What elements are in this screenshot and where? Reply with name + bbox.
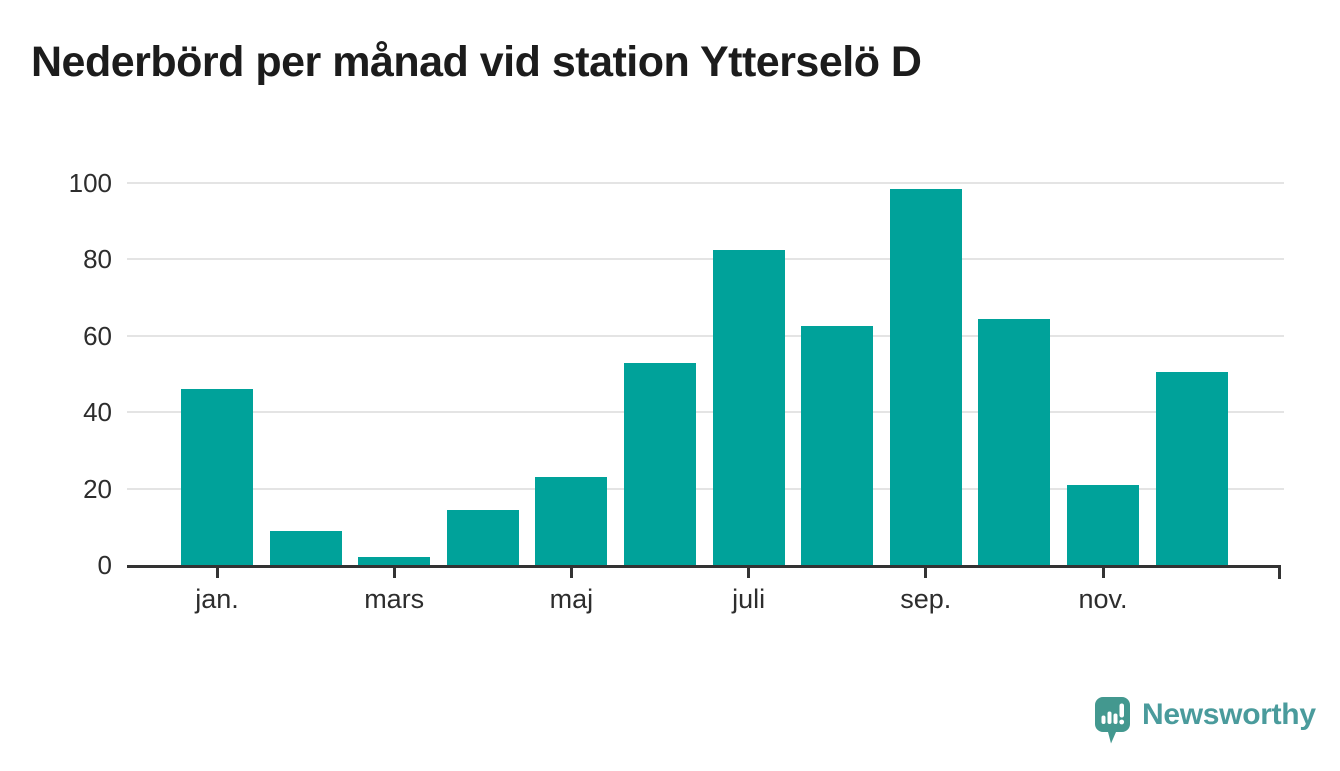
x-axis-tick-label: jan. — [195, 584, 239, 614]
x-axis-tick — [924, 568, 928, 578]
newsworthy-logo: Newsworthy — [1095, 697, 1316, 744]
y-axis-tick-label: 40 — [83, 397, 112, 428]
gridline — [127, 411, 1284, 414]
x-axis-tick — [569, 568, 573, 578]
bar-jan. — [181, 389, 253, 565]
x-axis-tick-label: sep. — [900, 584, 952, 614]
speech-bubble-bar-chart-icon — [1095, 697, 1130, 744]
bar-mars — [358, 557, 431, 565]
bar-okt. — [978, 318, 1051, 565]
x-axis-tick-label: nov. — [1078, 584, 1128, 614]
bar-juni — [624, 362, 696, 565]
bar-maj — [535, 477, 608, 565]
x-axis-tick — [747, 568, 751, 578]
x-axis-endcap — [1278, 565, 1281, 579]
bar-juli — [712, 249, 785, 565]
y-axis-tick-label: 0 — [97, 550, 112, 580]
bar-dec. — [1155, 372, 1228, 565]
newsworthy-logo-text: Newsworthy — [1142, 698, 1316, 731]
chart-title: Nederbörd per månad vid station Yttersel… — [31, 38, 922, 86]
bar-aug. — [801, 326, 874, 565]
x-axis-line — [127, 565, 1281, 568]
x-axis-tick-label: mars — [364, 584, 425, 614]
bar-sep. — [889, 188, 962, 565]
x-axis-tick — [1101, 568, 1105, 578]
bar-apr. — [446, 509, 519, 565]
x-axis-tick-label: juli — [732, 584, 766, 614]
bar-nov. — [1067, 484, 1139, 565]
x-axis-tick — [215, 568, 219, 578]
gridline — [127, 258, 1284, 261]
gridline — [127, 182, 1284, 184]
y-axis-tick-label: 20 — [83, 473, 112, 504]
bar-feb. — [269, 530, 342, 565]
y-axis-tick-label: 80 — [83, 244, 112, 275]
gridline — [127, 334, 1284, 337]
y-axis-tick-label: 100 — [68, 168, 112, 198]
x-axis-tick — [392, 568, 396, 578]
y-axis-tick-label: 60 — [83, 320, 112, 351]
x-axis-tick-label: maj — [549, 584, 594, 614]
gridline — [127, 487, 1284, 490]
